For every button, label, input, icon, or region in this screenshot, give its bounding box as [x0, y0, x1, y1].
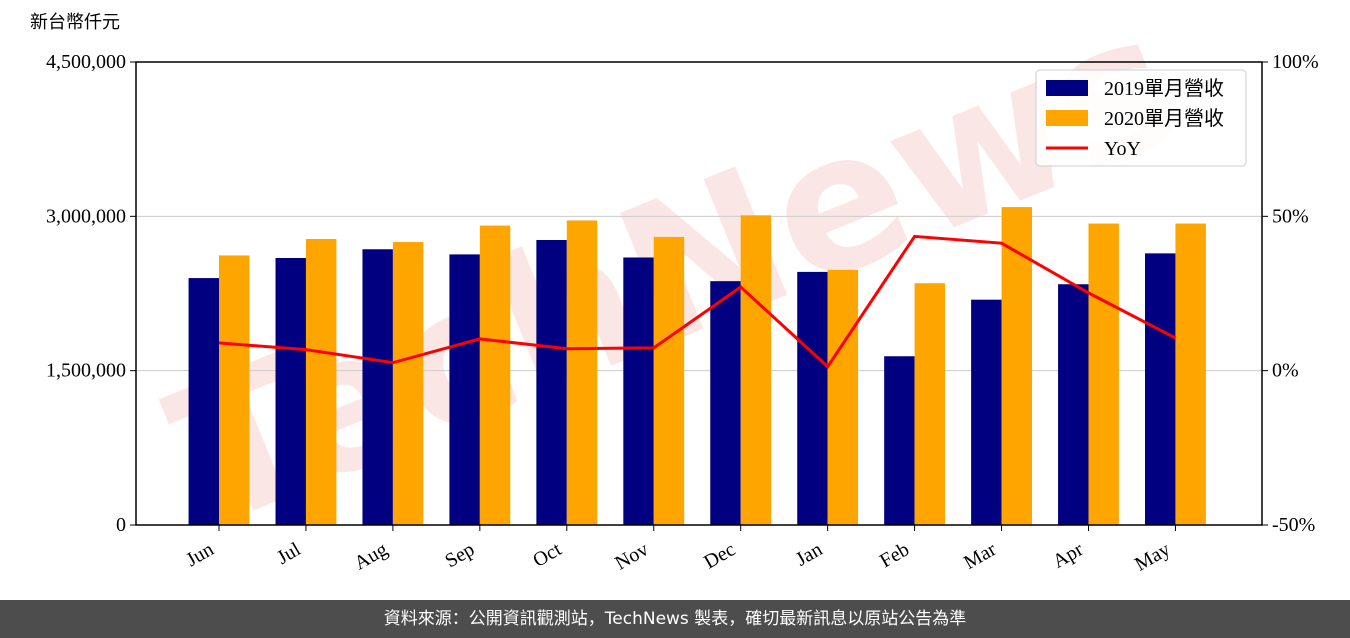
legend-box	[1035, 69, 1247, 167]
line	[218, 234, 1177, 369]
bar	[1058, 284, 1089, 525]
bar	[392, 242, 424, 526]
y2-tick-label: 50%	[1272, 205, 1309, 227]
bar	[188, 278, 219, 525]
x-tick-label: Nov	[611, 538, 652, 574]
x-tick-label: Mar	[960, 538, 1000, 574]
y-tick-label: 4,500,000	[46, 51, 126, 73]
bar	[971, 299, 1002, 525]
bar	[827, 269, 859, 525]
bar	[884, 356, 915, 525]
x-tick-label: Jan	[792, 538, 826, 570]
chart: 新台幣仟元 TechNews01,500,0003,000,0004,500,0…	[30, 0, 1319, 576]
y-tick-label: 3,000,000	[46, 205, 126, 227]
legend-swatch	[1046, 110, 1088, 126]
x-tick-label: Dec	[700, 538, 739, 573]
x-tick-label: May	[1131, 538, 1174, 575]
bar	[362, 249, 393, 525]
legend-label: 2019單月營收	[1104, 77, 1224, 100]
bar	[653, 236, 685, 525]
bar	[1088, 223, 1119, 525]
bar	[219, 255, 250, 526]
y2-tick-label: 0%	[1272, 360, 1299, 382]
x-tick-label: Sep	[441, 538, 478, 572]
legend-swatch	[1046, 80, 1088, 96]
bar	[797, 271, 828, 525]
plot-frame	[135, 61, 1263, 526]
legend-label: 2020單月營收	[1104, 107, 1224, 130]
x-tick-label: Feb	[876, 538, 913, 572]
bar	[1001, 207, 1032, 525]
y2-tick-label: -50%	[1272, 514, 1315, 536]
bar	[740, 215, 772, 525]
footer: 資料來源：公開資訊觀測站，TechNews 製表，確切最新訊息以原站公告為準	[0, 600, 1350, 638]
x-tick-label: Oct	[529, 538, 565, 572]
bar	[275, 258, 306, 525]
bar	[914, 283, 946, 525]
y-tick-label: 0	[116, 514, 126, 536]
bar	[566, 220, 598, 525]
bar	[1175, 223, 1206, 525]
bar	[710, 281, 741, 525]
legend-label: YoY	[1104, 138, 1141, 160]
bar	[623, 257, 654, 525]
bar	[536, 239, 567, 525]
bar	[305, 238, 337, 526]
x-tick-label: Aug	[351, 538, 392, 574]
bar	[1145, 253, 1176, 525]
x-tick-label: Jun	[182, 538, 217, 571]
bar	[479, 225, 511, 526]
legend: 2019單月營收 2020單月營收 YoY	[1035, 69, 1247, 167]
bar	[449, 254, 480, 525]
y-axis-label: 新台幣仟元	[30, 12, 120, 33]
y2-tick-label: 100%	[1272, 51, 1319, 73]
x-tick-label: Apr	[1049, 538, 1087, 573]
y-tick-label: 1,500,000	[46, 360, 126, 382]
